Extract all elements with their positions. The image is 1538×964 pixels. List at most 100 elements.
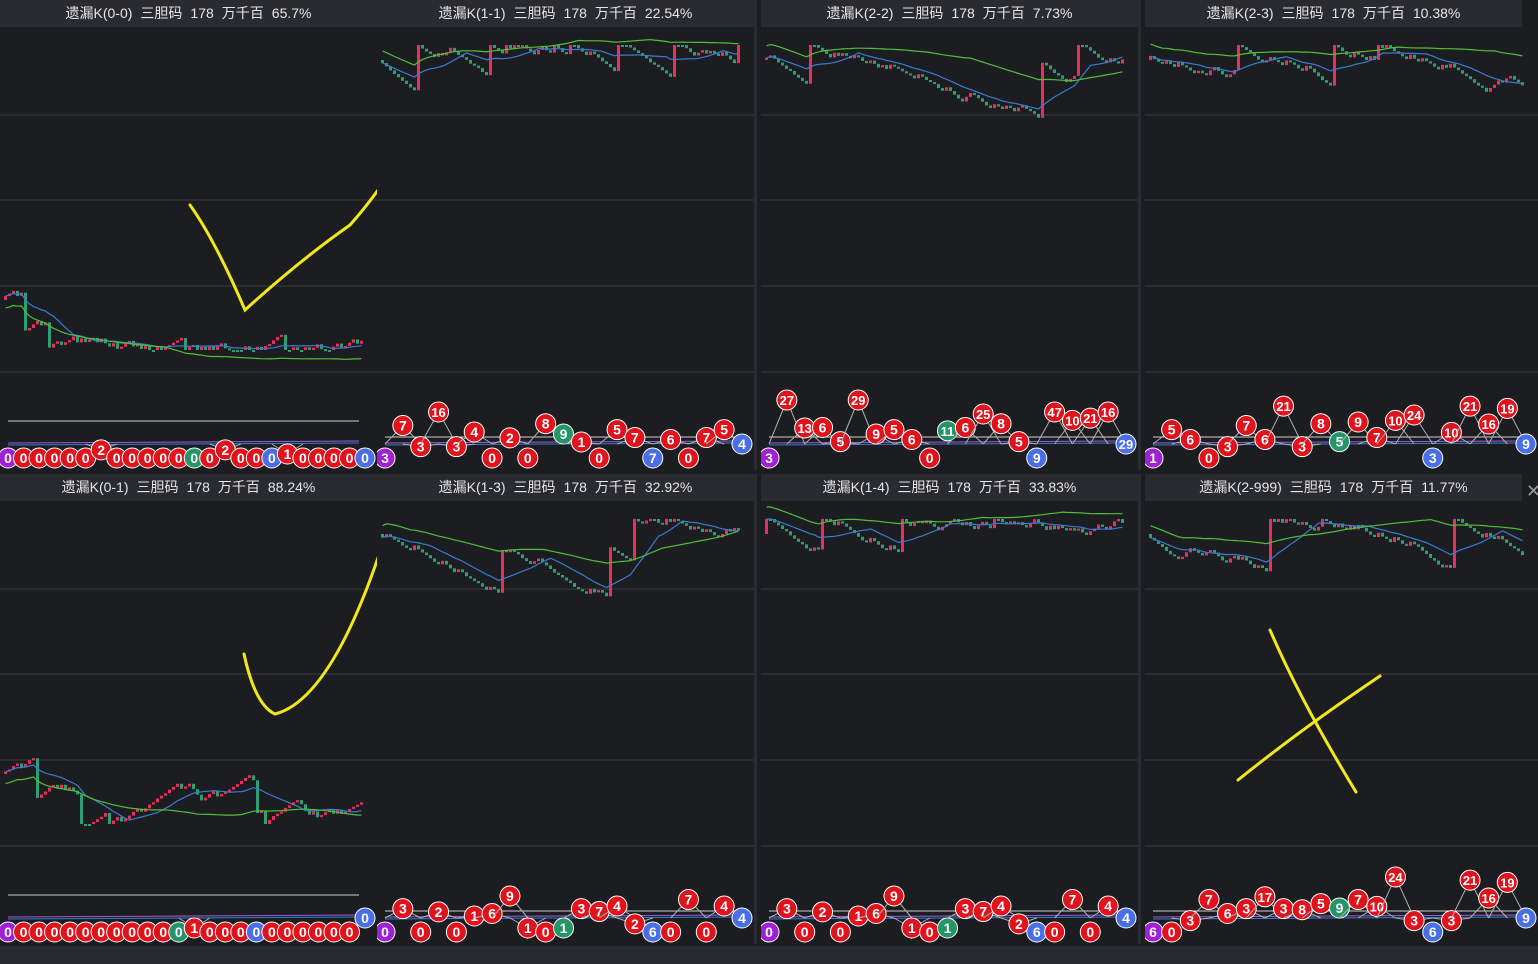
kline-bar xyxy=(1497,80,1500,85)
kline-bar xyxy=(925,76,928,81)
panel-num: 178 xyxy=(947,479,971,495)
kline-bar xyxy=(192,783,195,790)
kline-bar xyxy=(733,528,736,532)
kline-bar xyxy=(1425,550,1428,555)
omission-bubble xyxy=(990,413,1012,435)
kline-panel-3[interactable]: 遗漏K(2-2) 三胆码 178 万千百 7.73% 3 27 13 6 5 29 9 5 6 0 11 6 25… xyxy=(761,0,1141,470)
bubble-label: 4 xyxy=(470,424,478,440)
bubble-label: 0 xyxy=(159,450,167,466)
panel-num: 178 xyxy=(186,479,210,495)
kline-bar xyxy=(72,787,75,791)
bubble-label: 1 xyxy=(908,920,916,936)
kline-bar xyxy=(681,521,684,524)
kline-bar xyxy=(112,343,115,347)
kline-bar xyxy=(1197,70,1200,74)
kline-bar xyxy=(1453,63,1456,68)
bubble-label: 16 xyxy=(1481,417,1495,432)
bubble-label: 7 xyxy=(399,418,407,434)
kline-bar xyxy=(1257,565,1260,568)
omission-bubble xyxy=(660,429,682,451)
bubble-label: 0 xyxy=(488,450,496,466)
bubble-label: 0 xyxy=(206,924,214,940)
kline-bar xyxy=(348,342,351,346)
kline-panel-2[interactable]: 遗漏K(1-1) 三胆码 178 万千百 22.54% 3 7 3 16 3 4 0 2 0 8 9 1 0 5 7 7… xyxy=(377,0,757,470)
bubble-label: 0 xyxy=(1086,924,1094,940)
kline-bar xyxy=(176,783,179,787)
kline-bar xyxy=(92,821,95,824)
kline-panel-5[interactable]: 遗漏K(0-1) 三胆码 178 万千百 88.24% 0 0 0 0 0 0 0 0 0 0 0 0 1 0 0 0 0… xyxy=(0,474,380,944)
kline-bar xyxy=(1373,534,1376,538)
kline-bar xyxy=(268,820,271,824)
kline-bar xyxy=(1285,60,1288,66)
kline-bar xyxy=(949,521,952,525)
kline-bar xyxy=(593,588,596,593)
kline-bar xyxy=(961,98,964,102)
kline-bar xyxy=(1273,57,1276,61)
omission-bubble xyxy=(1329,431,1350,453)
kline-bar xyxy=(817,45,820,48)
omission-bubble xyxy=(883,885,905,907)
ma-slow-line xyxy=(766,43,1123,82)
kline-bar xyxy=(1085,45,1088,48)
kline-bar xyxy=(1501,80,1504,83)
kline-bar xyxy=(549,565,552,569)
kline-panel-7[interactable]: 遗漏K(1-4) 三胆码 178 万千百 33.83% 0 3 0 2 0 1 6 9 1 0 1 3 7 4 2 6 0… xyxy=(761,474,1141,944)
bubble-label: 5 xyxy=(1015,434,1023,450)
bubble-label: 9 xyxy=(1522,910,1530,926)
kline-panel-1[interactable]: 遗漏K(0-0) 三胆码 178 万千百 65.7% 0 0 0 0 0 0 2 0 0 0 0 0 0 0 2 0 0 0… xyxy=(0,0,380,470)
kline-bar xyxy=(477,65,480,69)
kline-bar xyxy=(585,591,588,594)
kline-bar xyxy=(497,48,500,51)
omission-bubble xyxy=(1440,910,1462,932)
kline-bar xyxy=(152,350,155,352)
kline-bar xyxy=(1377,532,1380,538)
bubble-label: 0 xyxy=(765,924,773,940)
kline-bar xyxy=(1041,522,1044,527)
kline-bar xyxy=(997,104,1000,107)
kline-bar xyxy=(905,519,908,523)
kline-bar xyxy=(40,320,43,326)
kline-bar xyxy=(1521,82,1524,86)
kline-bar xyxy=(1097,53,1100,58)
kline-bar xyxy=(901,68,904,72)
kline-bar xyxy=(1341,47,1344,52)
kline-panel-8[interactable]: 遗漏K(2-999) 三胆码 178 万千百 11.77% 6 0 3 7 6 3 17 3 8 5 9 7 10… xyxy=(1145,474,1538,944)
kline-bar xyxy=(717,535,720,538)
omission-bubble xyxy=(1179,910,1201,932)
bubble-label: 0 xyxy=(299,924,307,940)
ma-fast-line xyxy=(382,520,739,589)
bottom-scroll-strip[interactable] xyxy=(0,946,1538,964)
omission-bubble xyxy=(499,885,521,907)
close-icon[interactable]: ✕ xyxy=(1526,481,1538,501)
kline-bar xyxy=(805,80,808,84)
panel-num: 178 xyxy=(1339,479,1364,495)
ma-fast-line xyxy=(5,292,362,350)
kline-panel-6[interactable]: 遗漏K(1-3) 三胆码 178 万千百 32.92% 0 3 0 2 0 1 6 9 1 0 1 3 7 4 2 6 0… xyxy=(377,474,757,944)
kline-bar xyxy=(485,71,488,76)
bubble-label: 10 xyxy=(1388,413,1402,428)
kline-bar xyxy=(861,536,864,541)
kline-bar xyxy=(228,348,231,351)
kline-panel-4[interactable]: 遗漏K(2-3) 三胆码 178 万千百 10.38% 1 5 6 0 3 7 6 21 3 8 5 9 7 10 2… xyxy=(1145,0,1538,470)
kline-bar xyxy=(84,824,87,826)
kline-bar xyxy=(793,70,796,75)
kline-bar xyxy=(344,811,347,814)
kline-bar xyxy=(1037,519,1040,523)
panel-pos: 万千百 xyxy=(594,479,637,495)
kline-bar xyxy=(200,346,203,350)
bubble-label: 5 xyxy=(1336,434,1344,450)
kline-bar xyxy=(929,80,932,83)
bubble-label: 0 xyxy=(128,924,136,940)
kline-bar xyxy=(16,290,19,297)
kline-bar xyxy=(897,549,900,553)
kline-bar xyxy=(1329,521,1332,525)
omission-bubble xyxy=(1254,886,1276,908)
bubble-label: 21 xyxy=(1463,399,1477,414)
omission-bubble xyxy=(445,921,467,943)
panel-title: 遗漏K(1-1) xyxy=(438,5,506,21)
kline-bar xyxy=(405,545,408,548)
kline-bar xyxy=(1121,519,1124,523)
kline-bar xyxy=(885,65,888,70)
omission-bubble xyxy=(1459,395,1481,417)
